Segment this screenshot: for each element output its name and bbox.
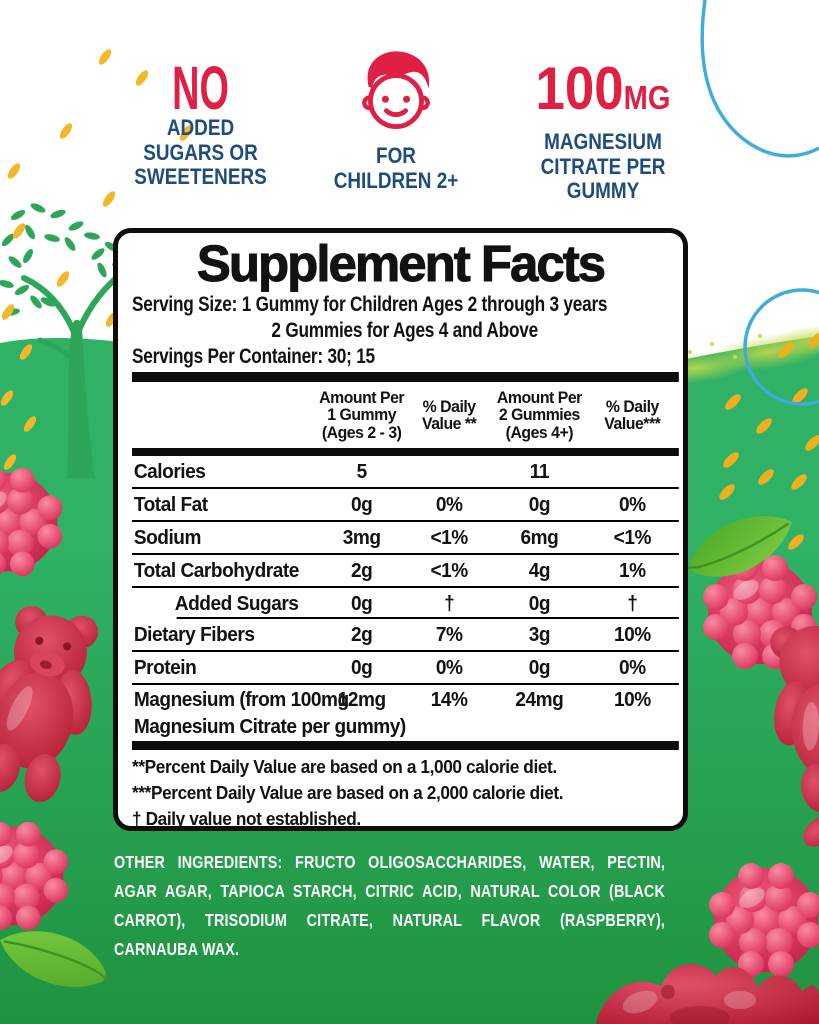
other-ingredients-section: OTHER INGREDIENTS: FRUCTO OLIGOSACCHARID… [114,848,666,964]
badge-no-line: ADDED [166,115,235,140]
nutrient-value: 10% [613,688,651,711]
column-header: Amount Per 1 Gummy (Ages 2 - 3) [319,387,405,442]
nutrient-value: 0g [350,492,373,516]
nutrient-value: 3g [528,622,551,646]
divider-bar-thick [132,448,679,456]
nutrient-value: 0% [435,655,463,679]
nutrient-label: Sodium [133,525,202,549]
badge-100mg-headline: 100MG [519,59,686,130]
supplement-facts-table: Amount Per 1 Gummy (Ages 2 - 3) % Daily Valu… [132,372,679,829]
nutrient-value: 12mg [337,688,386,711]
badge-no-headline: NO [172,54,229,122]
nutrient-value: 6mg [520,525,559,549]
badge-100mg-magnesium: 100MG MAGNESIUM CITRATE PER GUMMY [508,59,698,204]
nutrient-value: <1% [613,525,652,549]
badge-no-added-sugars: NO ADDED SUGARS OR SWEETENERS [103,54,298,190]
facts-row: Added Sugars 0g † 0g † [132,588,679,619]
nutrient-label: Calories [133,459,206,483]
badge-children-line: FOR [376,143,416,168]
other-ingredients-label: OTHER INGREDIENTS: [114,852,283,872]
supplement-facts-panel: Supplement Facts Serving Size: 1 Gummy f… [113,228,688,831]
facts-row: Calories 5 11 [132,456,679,489]
nutrient-label: Total Carbohydrate [133,558,299,582]
raspberry-image [0,467,63,577]
nutrient-value: 0g [528,591,551,615]
nutrient-value: 2g [350,558,373,582]
raspberry-image [0,821,69,931]
nutrient-value: 5 [356,459,368,483]
badge-100mg-line: GUMMY [566,178,640,203]
nutrient-value: 0% [435,492,463,516]
nutrient-label: Magnesium (from 100mg Magnesium Citrate p… [133,688,406,738]
nutrient-value: <1% [430,558,469,582]
badge-children-line: CHILDREN 2+ [333,167,459,193]
column-header: % Daily Value*** [604,396,661,433]
footnote: ***Percent Daily Value are based on a 2,… [132,782,564,803]
divider-bar-thick [132,741,679,750]
nutrient-value: † [444,591,455,615]
nutrient-value: 14% [430,688,468,711]
other-ingredients-text: FRUCTO OLIGOSACCHARIDES, WATER, PECTIN, … [114,852,666,959]
blue-circle [743,288,819,406]
divider-bar-thick [132,372,679,382]
serving-size-line2: 2 Gummies for Ages 4 and Above [271,318,538,342]
nutrient-value: 0g [528,655,551,679]
leaf-image [0,931,111,987]
serving-info: Serving Size: 1 Gummy for Children Ages … [132,291,677,369]
facts-row: Total Carbohydrate 2g <1% 4g 1% [132,555,679,588]
nutrient-value: 0g [528,492,551,516]
nutrient-value: 0g [350,591,373,615]
badge-no-line: SUGARS OR [143,139,258,165]
facts-row: Total Fat 0g 0% 0g 0% [132,489,679,522]
facts-row: Protein 0g 0% 0g 0% [132,652,679,685]
unit-text: MG [623,79,671,116]
nutrient-value: 7% [435,622,463,646]
nutrient-value: 1% [619,558,646,582]
boy-face-icon [362,51,430,129]
facts-row: Dietary Fibers 2g 7% 3g 10% [132,619,679,652]
footnotes: **Percent Daily Value are based on a 1,0… [132,754,679,829]
nutrient-label: Added Sugars [174,591,299,615]
panel-title: Supplement Facts [196,235,606,292]
nutrient-label: Dietary Fibers [133,622,255,646]
facts-header-row: Amount Per 1 Gummy (Ages 2 - 3) % Daily Valu… [132,382,679,448]
nutrient-value: 0% [619,492,646,516]
gummy-bears-image [596,963,819,1024]
nutrient-value: 3mg [342,525,381,549]
facts-row: Sodium 3mg <1% 6mg <1% [132,522,679,555]
badge-no-line: SWEETENERS [134,164,267,189]
footnote: **Percent Daily Value are based on a 1,0… [132,756,557,777]
leaf-image [683,516,792,577]
servings-per-container: Servings Per Container: 30; 15 [132,344,375,368]
nutrient-value: 0% [619,655,646,679]
gummy-bear-image [770,625,819,813]
footnote: † Daily value not established. [132,808,361,829]
nutrient-value: 11 [529,459,550,483]
nutrient-label: Protein [133,655,197,679]
nutrient-value: <1% [430,525,469,549]
badge-100mg-line: MAGNESIUM [544,129,662,154]
column-header: % Daily Value ** [422,396,477,433]
nutrient-value: 4g [528,558,551,582]
nutrient-value: 10% [613,622,651,646]
nutrient-label: Total Fat [133,492,208,516]
facts-rows: Calories 5 11 Total Fat 0g 0% 0g 0% Sodium 3mg <1%… [132,456,679,741]
nutrient-value: 24mg [515,688,564,711]
nutrient-value: † [627,591,638,615]
badge-for-children: FOR CHILDREN 2+ [311,48,481,193]
blue-curve [700,0,819,158]
column-header: Amount Per 2 Gummies (Ages 4+) [496,387,582,442]
gummy-bear-image [0,605,99,802]
amount-text: 100 [535,55,624,122]
facts-row: Magnesium (from 100mg Magnesium Citrate p… [132,685,679,741]
raspberry-image [709,863,819,977]
nutrient-value: 2g [350,622,373,646]
serving-size-line1: Serving Size: 1 Gummy for Children Ages … [132,292,608,316]
badge-100mg-line: CITRATE PER [540,153,666,179]
gummy-fragment-image [802,815,819,847]
nutrient-value: 0g [350,655,373,679]
